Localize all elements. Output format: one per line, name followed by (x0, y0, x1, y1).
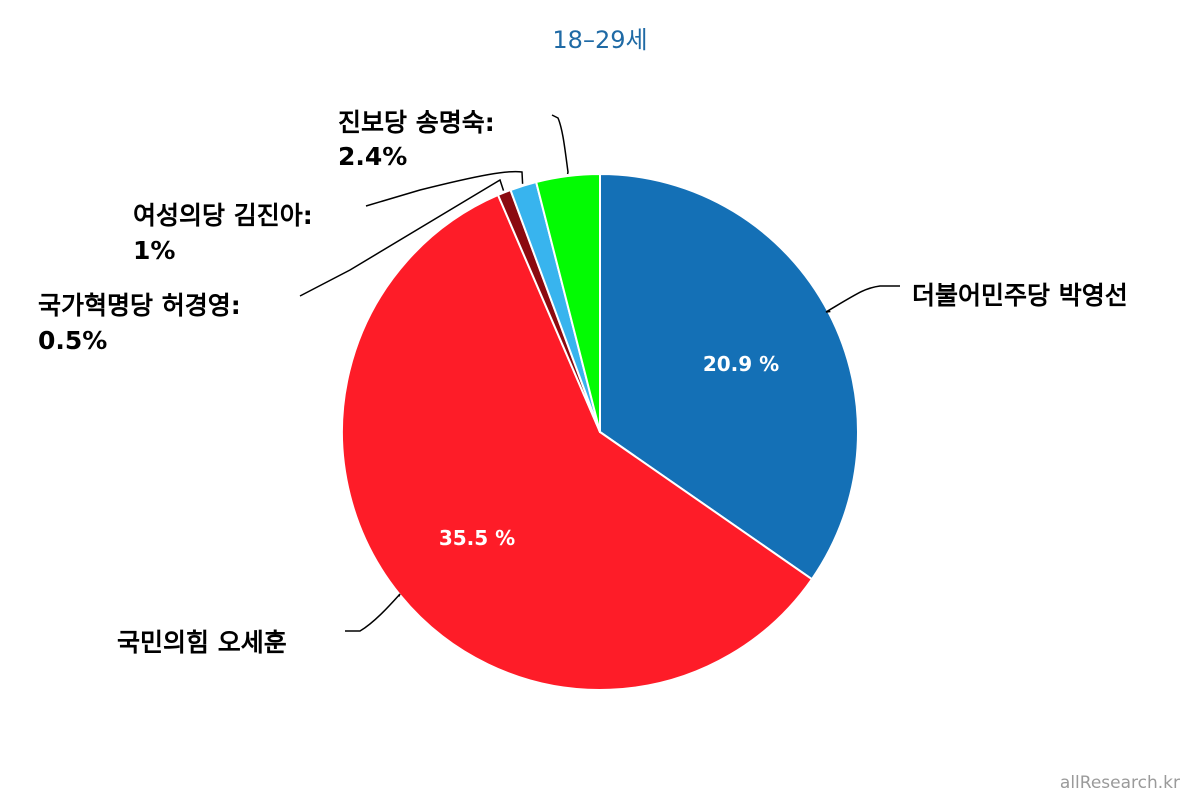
legend-label-womens-party: 여성의당 김진아: (133, 201, 313, 230)
watermark: allResearch.kr (1060, 773, 1180, 793)
legend-label-ppp: 국민의힘 오세훈 (117, 628, 287, 657)
legend-value-progressive-party: 2.4% (338, 142, 407, 171)
leader-line-womens-party (365, 170, 524, 207)
legend-label-progressive-party: 진보당 송명숙: (338, 108, 495, 137)
pie-slice-progressive-party (535, 173, 601, 433)
leader-line-progressive-party (551, 114, 569, 175)
legend-value-national-revolution: 0.5% (38, 326, 107, 355)
leader-line-national-revolution (299, 178, 505, 297)
leader-lines (299, 114, 900, 632)
slice-value-label-democratic: 20.9 % (703, 352, 779, 376)
pie-slices (341, 173, 859, 691)
leader-line-democratic (825, 285, 900, 313)
legend-label-democratic: 더불어민주당 박영선 (912, 281, 1128, 310)
pie-slice-ppp (341, 194, 813, 691)
chart-title: 18–29세 (552, 26, 647, 54)
legend-label-national-revolution: 국가혁명당 허경영: (38, 291, 241, 320)
slice-value-label-ppp: 35.5 % (439, 526, 515, 550)
legend-value-womens-party: 1% (133, 236, 175, 265)
leader-line-ppp (345, 593, 401, 632)
